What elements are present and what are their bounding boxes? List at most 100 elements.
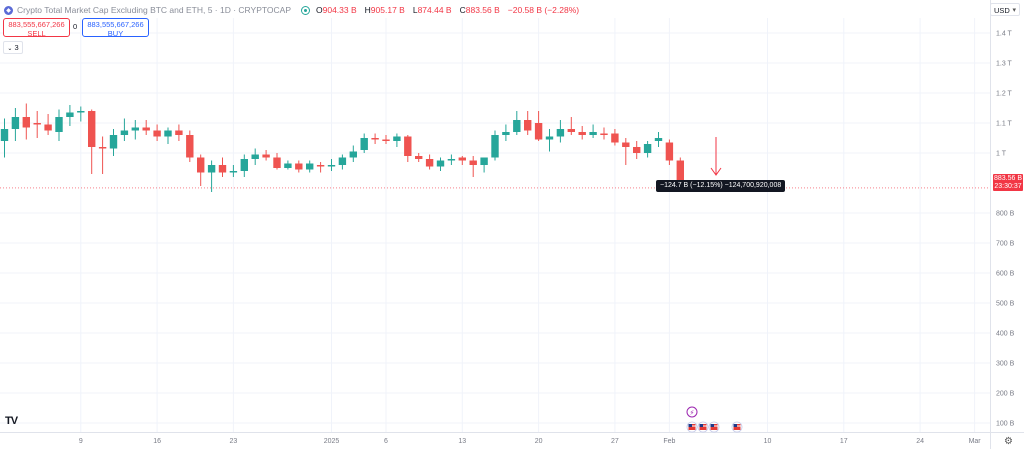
- time-tick-label: 16: [153, 438, 161, 445]
- candle-body: [338, 157, 347, 165]
- lightning-icon: [686, 406, 698, 418]
- price-tick-label: 1.2 T: [996, 91, 1013, 98]
- candle-body: [186, 135, 194, 158]
- candle-body: [327, 165, 336, 167]
- spread-value: 0: [73, 22, 78, 31]
- price-tick-label: 100 B: [996, 421, 1015, 428]
- currency-select[interactable]: USD: [990, 3, 1020, 17]
- indicators-toggle-button[interactable]: ⌄ 3: [3, 41, 23, 54]
- sell-label: SELL: [27, 29, 46, 38]
- candle-body: [360, 138, 368, 150]
- candle-body: [164, 130, 172, 137]
- candle: [676, 157, 684, 183]
- candle-body: [654, 138, 663, 141]
- sell-button[interactable]: 883,555,667,266 SELL: [3, 18, 70, 38]
- candles: [0, 103, 695, 192]
- candle: [622, 138, 630, 165]
- time-tick-label: 17: [840, 438, 848, 445]
- time-tick-label: 20: [535, 438, 543, 445]
- time-tick-label: 6: [384, 438, 388, 445]
- candle-body: [142, 127, 150, 131]
- symbol-title[interactable]: Crypto Total Market Cap Excluding BTC an…: [17, 5, 291, 15]
- candle: [327, 159, 336, 171]
- candle-body: [502, 132, 510, 135]
- symbol-icon: ◆: [4, 5, 13, 15]
- candle: [425, 154, 434, 170]
- price-tick-label: 300 B: [996, 361, 1015, 368]
- candle: [513, 111, 521, 135]
- market-status-icon[interactable]: [301, 5, 310, 15]
- candle-body: [295, 163, 303, 170]
- candle-body: [77, 111, 85, 113]
- candle: [654, 132, 663, 147]
- price-tick-label: 600 B: [996, 271, 1015, 278]
- candle-body: [469, 160, 477, 165]
- candle-body: [33, 123, 41, 125]
- ohlc-key: O: [316, 5, 323, 15]
- price-tick-label: 400 B: [996, 331, 1015, 338]
- candle-body: [218, 165, 227, 173]
- measure-arrow-head: [710, 167, 722, 176]
- ohlc-item: L874.44 B: [413, 5, 456, 15]
- candle-body: [273, 157, 281, 168]
- time-tick-label: 27: [611, 438, 619, 445]
- chevron-down-icon: ⌄: [7, 46, 13, 52]
- time-tick-label: Mar: [969, 438, 982, 445]
- candle: [545, 129, 554, 152]
- candle-body: [676, 160, 684, 182]
- last-price: 883.56 B: [993, 175, 1023, 182]
- ohlc-value: 905.17 B: [370, 5, 405, 15]
- candle: [393, 133, 401, 147]
- candle: [251, 148, 259, 165]
- candle: [284, 160, 292, 170]
- candle: [0, 118, 9, 158]
- candle: [240, 154, 248, 177]
- candle-body: [404, 136, 412, 156]
- candle: [371, 133, 379, 144]
- sell-price: 883,555,667,266: [8, 20, 65, 29]
- candle: [218, 157, 227, 177]
- candle: [349, 145, 357, 162]
- candle: [436, 157, 445, 171]
- candle-body: [425, 159, 434, 167]
- gear-icon[interactable]: ⚙: [1004, 436, 1013, 447]
- candle-body: [611, 133, 619, 143]
- candle: [33, 111, 41, 138]
- time-tick-label: 2025: [324, 438, 340, 445]
- time-tick-label: 9: [79, 438, 83, 445]
- candle: [77, 106, 85, 122]
- candle-body: [480, 157, 488, 165]
- price-axis[interactable]: 100 B 200 B 300 B 400 B 500 B 600 B 700 B 800 B…: [996, 31, 1015, 428]
- us-flag-icon: [697, 421, 709, 433]
- flag-canton: [688, 424, 692, 427]
- candle-body: [88, 111, 96, 147]
- candle: [295, 160, 303, 173]
- candle-body: [393, 136, 401, 141]
- candle: [175, 124, 183, 141]
- candle-body: [447, 159, 456, 161]
- candle: [404, 135, 412, 162]
- tradingview-logo[interactable]: TV: [5, 415, 18, 427]
- chart-header: ◆ Crypto Total Market Cap Excluding BTC …: [4, 3, 587, 17]
- ohlc-value: 904.33 B: [322, 5, 357, 15]
- buy-button[interactable]: 883,555,667,266 BUY: [82, 18, 149, 38]
- time-tick-label: 24: [916, 438, 924, 445]
- candle: [524, 111, 532, 135]
- ohlc-key: H: [364, 5, 371, 15]
- ohlc-item: C883.56 B: [460, 5, 504, 15]
- candle-body: [197, 157, 205, 173]
- flag-canton: [733, 424, 737, 427]
- candle-body: [524, 120, 532, 131]
- candle: [665, 139, 674, 165]
- candle: [88, 109, 96, 174]
- candle: [382, 135, 390, 144]
- candle-body: [22, 117, 30, 128]
- flag-canton: [699, 424, 703, 427]
- candle-body: [44, 124, 52, 131]
- candle-body: [11, 117, 20, 129]
- candle-body: [578, 132, 586, 135]
- candle-body: [66, 112, 74, 117]
- candle: [98, 136, 107, 174]
- time-axis[interactable]: 9 16 23 2025 6 13 20 27 Feb 10 17 24 Mar: [79, 438, 981, 445]
